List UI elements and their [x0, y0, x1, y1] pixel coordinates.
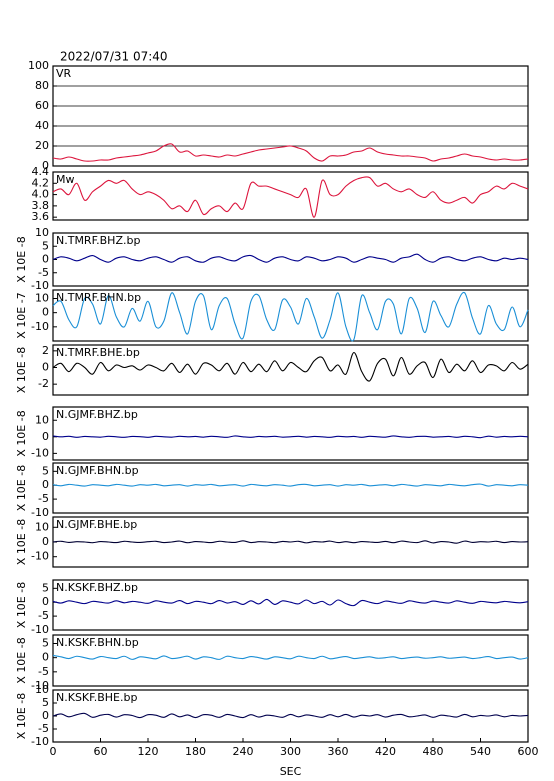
x-tick-label: 420	[375, 745, 396, 758]
x-tick-label: 600	[518, 745, 539, 758]
y-axis-label: X 10E -8	[15, 693, 28, 739]
y-tick-label: 0	[42, 535, 49, 548]
y-tick-label: 2	[42, 344, 49, 357]
y-tick-label: 100	[28, 59, 49, 72]
y-tick-label: 5	[42, 637, 49, 650]
panel-frame	[52, 65, 529, 167]
panel-title: N.TMRF.BHN.bp	[56, 291, 141, 304]
panel-frame	[52, 579, 529, 631]
trace	[52, 654, 529, 660]
x-tick-label: 480	[423, 745, 444, 758]
y-tick-label: 4.0	[32, 188, 50, 201]
y-tick-label: -5	[38, 492, 49, 505]
y-tick-label: 10	[35, 226, 49, 239]
trace	[52, 143, 529, 162]
y-tick-label: -10	[31, 446, 49, 459]
panel-title: N.GJMF.BHE.bp	[56, 518, 137, 531]
y-axis-label: X 10E -8	[15, 582, 28, 628]
panel-title: VR	[56, 67, 72, 80]
y-axis-label: X 10E -8	[15, 410, 28, 456]
x-tick-label: 300	[280, 745, 301, 758]
y-tick-label: -10	[31, 506, 49, 519]
y-axis-label: X 10E -8	[15, 236, 28, 282]
trace	[52, 483, 529, 487]
panel-title: Mw	[56, 173, 75, 186]
y-tick-label: -10	[31, 320, 49, 333]
y-tick-label: 0	[42, 478, 49, 491]
x-tick-label: 540	[470, 745, 491, 758]
panel-frame	[52, 634, 529, 687]
y-tick-label: -10	[31, 550, 49, 563]
panel-frame	[52, 462, 529, 514]
panel-title: N.KSKF.BHE.bp	[56, 691, 137, 704]
y-tick-label: 10	[35, 292, 49, 305]
y-tick-label: 10	[35, 520, 49, 533]
y-tick-label: 5	[42, 464, 49, 477]
chart-title: 2022/07/31 07:40	[60, 50, 168, 64]
y-axis-label: X 10E -8	[15, 347, 28, 393]
y-tick-label: 0	[42, 595, 49, 608]
trace	[52, 291, 529, 342]
y-tick-label: 60	[35, 99, 49, 112]
y-tick-label: -5	[38, 609, 49, 622]
x-axis-label: SEC	[280, 765, 302, 778]
panel-title: N.TMRF.BHZ.bp	[56, 234, 140, 247]
panel-frame	[52, 289, 529, 342]
trace	[52, 253, 529, 263]
y-tick-label: -5	[38, 665, 49, 678]
panel-title: N.TMRF.BHE.bp	[56, 346, 140, 359]
panel-title: N.KSKF.BHZ.bp	[56, 581, 138, 594]
y-tick-label: 3.6	[32, 210, 50, 223]
y-tick-label: 10	[35, 413, 49, 426]
y-tick-label: -10	[31, 679, 49, 692]
y-tick-label: -10	[31, 623, 49, 636]
y-tick-label: -5	[38, 266, 49, 279]
y-tick-label: 80	[35, 79, 49, 92]
y-tick-label: 40	[35, 119, 49, 132]
panel-frame	[52, 344, 529, 396]
y-tick-label: 4.2	[32, 176, 50, 189]
y-tick-label: 3.8	[32, 199, 50, 212]
x-tick-label: 60	[94, 745, 108, 758]
trace	[52, 176, 529, 218]
y-tick-label: 5	[42, 239, 49, 252]
x-tick-label: 180	[185, 745, 206, 758]
y-tick-label: 0	[42, 430, 49, 443]
y-tick-label: -10	[31, 279, 49, 292]
y-tick-label: -5	[38, 722, 49, 735]
y-tick-label: 20	[35, 139, 49, 152]
y-tick-label: 4.4	[32, 165, 50, 178]
panel-frame	[52, 171, 529, 221]
y-tick-label: 5	[42, 696, 49, 709]
trace	[52, 712, 529, 719]
x-tick-label: 120	[138, 745, 159, 758]
panel-title: N.KSKF.BHN.bp	[56, 636, 139, 649]
y-tick-label: 0	[42, 361, 49, 374]
y-tick-label: 0	[42, 651, 49, 664]
panel-title: N.GJMF.BHN.bp	[56, 464, 139, 477]
y-tick-label: -2	[38, 377, 49, 390]
x-tick-label: 0	[50, 745, 57, 758]
x-tick-label: 240	[233, 745, 254, 758]
y-tick-label: 0	[42, 306, 49, 319]
y-axis-label: X 10E -7	[15, 292, 28, 338]
y-axis-label: X 10E -8	[15, 465, 28, 511]
trace	[52, 598, 529, 607]
panel-title: N.GJMF.BHZ.bp	[56, 408, 138, 421]
y-tick-label: 5	[42, 581, 49, 594]
y-axis-label: X 10E -8	[15, 637, 28, 683]
y-tick-label: 0	[42, 253, 49, 266]
trace	[52, 435, 529, 439]
panel-frame	[52, 406, 529, 461]
y-tick-label: -10	[31, 735, 49, 748]
y-tick-label: 10	[35, 683, 49, 696]
trace	[52, 540, 529, 544]
y-tick-label: 0	[42, 159, 49, 172]
trace	[52, 351, 529, 382]
x-tick-label: 360	[328, 745, 349, 758]
y-axis-label: X 10E -8	[15, 519, 28, 565]
y-tick-label: 0	[42, 709, 49, 722]
